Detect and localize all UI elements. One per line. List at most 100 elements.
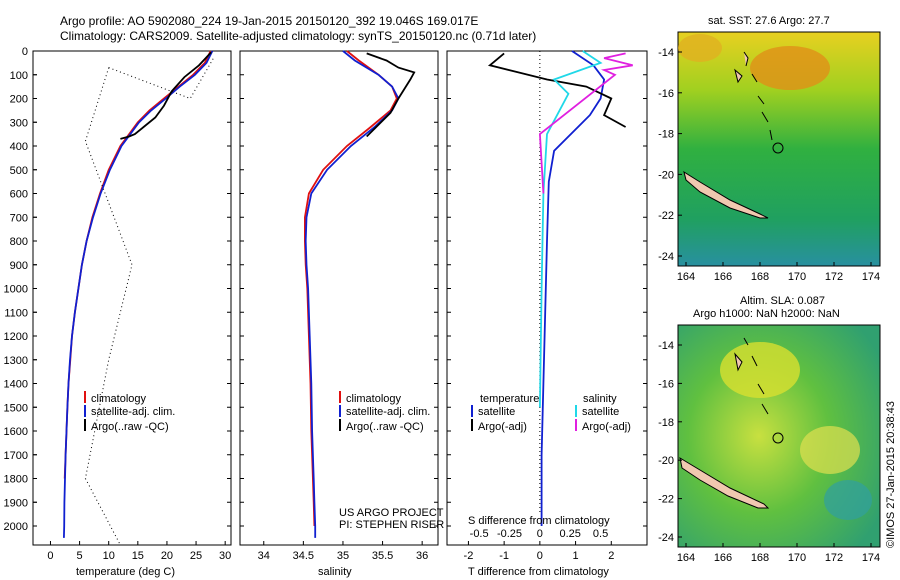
new-caledonia-island [683,170,769,219]
sst-warm-patch-2 [678,34,722,62]
series-line-argorawqc [366,52,416,138]
map-y-tick-label: -24 [658,532,674,544]
legend-satellite-sal: satellite-adj. clim. [346,406,430,418]
legend-climatology: climatology [91,393,147,405]
s-tick-label: -0.25 [497,528,522,540]
map-y-tick-label: -18 [658,417,674,429]
legend-salinity-title: salinity [583,393,617,405]
map-x-tick-label: 164 [677,271,695,283]
difference-chart: -2 -1 0 1 2 -0.5 -0.25 0 0.25 0.5 [464,50,633,562]
series-line-satellite [539,50,603,408]
sla-map-title-1: Altim. SLA: 0.087 [740,295,825,307]
map-y-tick-label: -20 [658,455,674,467]
x-tick-label: 35.5 [372,550,393,562]
pi-annotation: PI: STEPHEN RISER [339,519,444,531]
x-tick-label: 25 [190,550,202,562]
map-x-tick-label: 166 [714,552,732,564]
depth-tick-label: 200 [10,94,28,106]
depth-tick-label: 800 [10,236,28,248]
x-tick-label: 36 [416,550,428,562]
legend-satellite: satellite-adj. clim. [91,406,175,418]
difference-panel [446,50,648,546]
legend-s-argo: Argo(-adj) [582,421,631,433]
s-tick-label: 0.25 [560,528,581,540]
legend-temperature-title: temperature [480,393,539,405]
depth-tick-label: 1400 [4,379,28,391]
temperature-xlabel: temperature (deg C) [76,566,175,578]
argo-location-marker [772,142,784,154]
s-tick-label: 0.5 [593,528,608,540]
map-x-tick-label: 170 [788,552,806,564]
legend-s-satellite: satellite [582,406,619,418]
map-x-tick-label: 172 [825,552,843,564]
sst-warm-patch [750,46,830,90]
depth-tick-label: 2000 [4,521,28,533]
temperature-chart: 0 5 10 15 20 25 30 [47,50,231,562]
depth-tick-label: 600 [10,189,28,201]
map-x-tick-label: 170 [788,271,806,283]
depth-tick-label: 1900 [4,497,28,509]
map-x-tick-label: 164 [677,552,695,564]
x-tick-label: 20 [161,550,173,562]
legend-t-argo: Argo(-adj) [478,421,527,433]
sla-high-patch [720,342,800,398]
map-x-tick-label: 172 [825,271,843,283]
map-x-tick-label: 174 [862,271,880,283]
legend-argo: Argo(..raw -QC) [91,421,169,433]
x-tick-label: 0 [47,550,53,562]
series-line-satellite [540,50,606,526]
sla-low-patch [824,480,872,520]
header-line-1: Argo profile: AO 5902080_224 19-Jan-2015… [60,14,478,28]
depth-tick-label: 500 [10,165,28,177]
sla-high-patch-2 [800,426,860,474]
depth-tick-label: 1200 [4,331,28,343]
map-y-tick-label: -18 [658,129,674,141]
map-y-tick-label: -14 [658,340,674,352]
salinity-chart: 34 34.5 35 35.5 36 [258,50,428,562]
x-tick-label: 0 [537,550,543,562]
x-tick-label: 30 [219,550,231,562]
x-tick-label: 5 [77,550,83,562]
map-y-tick-label: -22 [658,210,674,222]
x-tick-label: 35 [337,550,349,562]
legend-argo-sal: Argo(..raw -QC) [346,421,424,433]
depth-tick-label: 1300 [4,355,28,367]
legend-climatology-sal: climatology [346,393,402,405]
vanuatu-islands-sla [734,337,769,415]
depth-tick-label: 0 [22,46,28,58]
series-line-argoadj [487,52,627,128]
sla-map-title-2: Argo h1000: NaN h2000: NaN [693,308,840,320]
new-caledonia-island-sla [679,456,770,509]
depth-tick-label: 1800 [4,474,28,486]
x-tick-label: 34.5 [293,550,314,562]
argo-location-marker-sla [772,432,784,444]
temperature-panel [32,50,232,546]
s-tick-label: -0.5 [470,528,489,540]
map-y-tick-label: -16 [658,378,674,390]
project-annotation: US ARGO PROJECT [339,507,444,519]
map-y-tick-label: -20 [658,169,674,181]
series-line-satelliteadjclim [63,50,214,538]
map-x-tick-label: 168 [751,271,769,283]
depth-tick-label: 700 [10,212,28,224]
salinity-xlabel: salinity [318,566,352,578]
map-x-tick-label: 174 [862,552,880,564]
map-x-tick-label: 166 [714,271,732,283]
series-line-argorawqc [120,51,212,140]
depth-tick-label: 100 [10,70,28,82]
legend-t-satellite: satellite [478,406,515,418]
vanuatu-islands [734,51,773,141]
map-y-tick-label: -14 [658,47,674,59]
salinity-panel [239,50,439,546]
depth-tick-label: 1600 [4,426,28,438]
x-tick-label: -1 [499,550,509,562]
difference-xlabel-top: S difference from climatology [468,515,610,527]
imos-credit: ©IMOS 27-Jan-2015 20:38:43 [885,401,897,548]
envelope-line [84,67,133,546]
difference-xlabel: T difference from climatology [468,566,609,578]
depth-tick-label: 1500 [4,402,28,414]
map-y-tick-label: -22 [658,494,674,506]
depth-tick-label: 1100 [4,307,28,319]
